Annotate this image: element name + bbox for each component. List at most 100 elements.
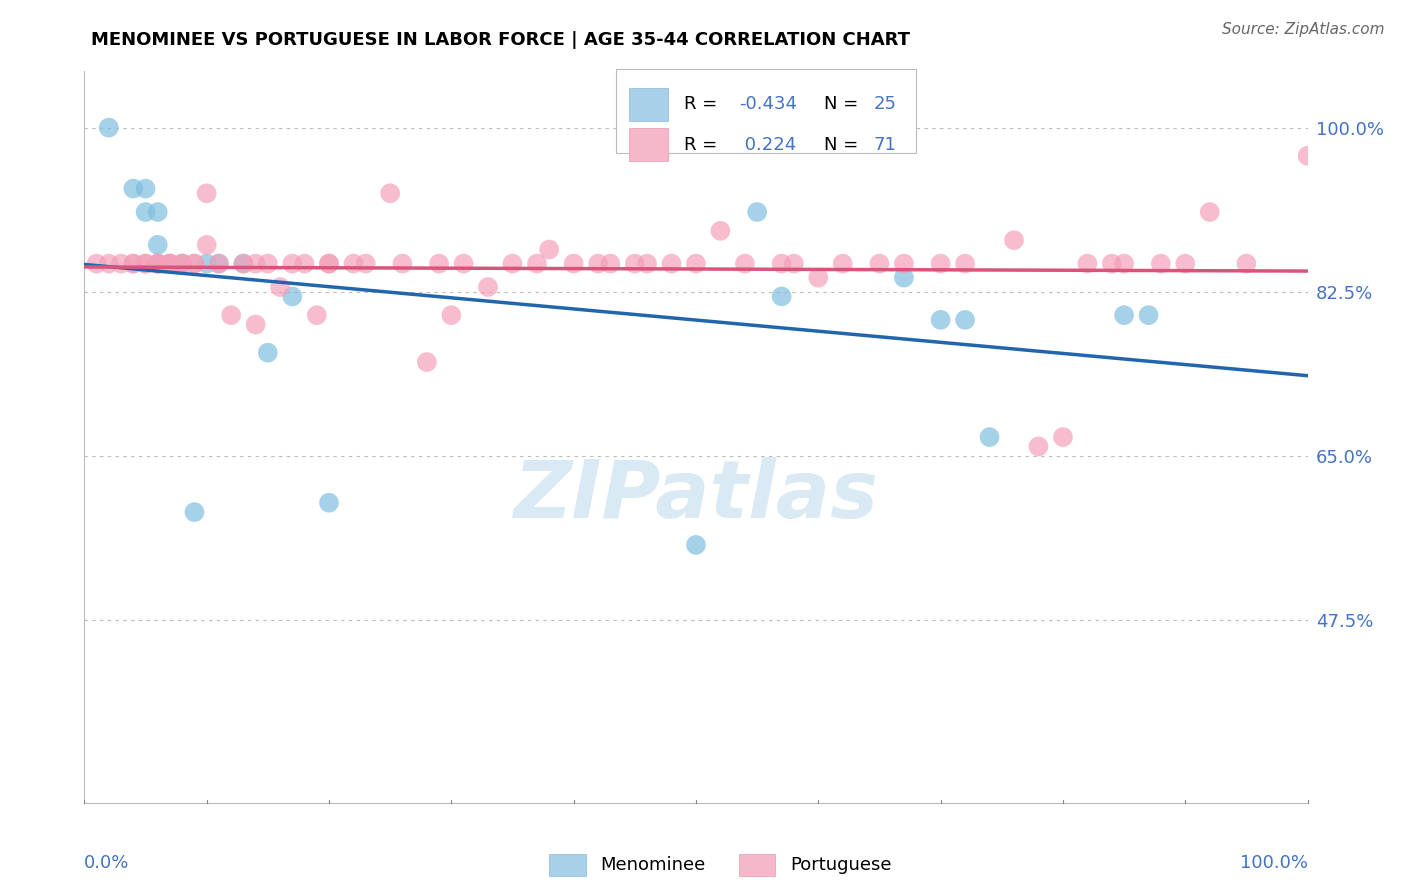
Point — [318, 257, 340, 271]
Point — [979, 430, 1001, 444]
Point — [624, 257, 647, 271]
Point — [219, 308, 242, 322]
Point — [734, 257, 756, 271]
Point — [146, 257, 169, 271]
Point — [342, 257, 364, 271]
Point — [86, 257, 108, 271]
Point — [929, 313, 952, 327]
FancyBboxPatch shape — [550, 854, 586, 876]
Point — [1296, 149, 1319, 163]
Text: MENOMINEE VS PORTUGUESE IN LABOR FORCE | AGE 35-44 CORRELATION CHART: MENOMINEE VS PORTUGUESE IN LABOR FORCE |… — [91, 31, 911, 49]
Point — [159, 257, 181, 271]
Point — [159, 257, 181, 271]
Point — [685, 257, 707, 271]
Text: Portuguese: Portuguese — [790, 856, 891, 874]
Point — [135, 257, 157, 271]
Point — [929, 257, 952, 271]
Point — [135, 205, 157, 219]
Point — [122, 257, 145, 271]
Point — [159, 257, 181, 271]
Point — [208, 257, 231, 271]
Point — [770, 289, 793, 303]
Point — [477, 280, 499, 294]
Point — [661, 257, 683, 271]
Point — [416, 355, 439, 369]
Point — [159, 257, 181, 271]
Point — [97, 120, 120, 135]
Text: Source: ZipAtlas.com: Source: ZipAtlas.com — [1222, 22, 1385, 37]
Point — [318, 496, 340, 510]
Point — [586, 257, 609, 271]
Point — [1114, 257, 1136, 271]
Point — [183, 257, 205, 271]
Point — [195, 186, 218, 201]
Point — [1002, 233, 1025, 247]
Point — [146, 257, 169, 271]
Point — [1028, 440, 1050, 454]
Point — [831, 257, 853, 271]
Point — [807, 270, 830, 285]
Point — [135, 181, 157, 195]
Point — [257, 345, 280, 359]
Point — [269, 280, 291, 294]
Text: -0.434: -0.434 — [738, 95, 797, 113]
Point — [245, 318, 267, 332]
Point — [305, 308, 328, 322]
Point — [1236, 257, 1258, 271]
Text: ZIPatlas: ZIPatlas — [513, 457, 879, 534]
Point — [172, 257, 194, 271]
Point — [538, 243, 561, 257]
Point — [135, 257, 157, 271]
FancyBboxPatch shape — [628, 87, 668, 120]
Point — [1150, 257, 1173, 271]
FancyBboxPatch shape — [628, 128, 668, 161]
Point — [1137, 308, 1160, 322]
Point — [1198, 205, 1220, 219]
Point — [208, 257, 231, 271]
Text: Menominee: Menominee — [600, 856, 706, 874]
Point — [380, 186, 402, 201]
Text: 25: 25 — [873, 95, 897, 113]
Point — [526, 257, 548, 271]
Point — [953, 257, 976, 271]
Point — [427, 257, 450, 271]
Point — [770, 257, 793, 271]
Point — [502, 257, 524, 271]
Point — [110, 257, 132, 271]
Point — [1174, 257, 1197, 271]
Point — [245, 257, 267, 271]
Point — [183, 257, 205, 271]
Point — [281, 289, 304, 303]
Point — [1076, 257, 1098, 271]
Point — [232, 257, 254, 271]
Text: N =: N = — [824, 136, 865, 153]
Point — [232, 257, 254, 271]
Point — [562, 257, 585, 271]
Text: 71: 71 — [873, 136, 896, 153]
Point — [146, 237, 169, 252]
Point — [354, 257, 377, 271]
Point — [709, 224, 731, 238]
Point — [257, 257, 280, 271]
Point — [440, 308, 463, 322]
Point — [195, 257, 218, 271]
Text: 0.224: 0.224 — [738, 136, 796, 153]
Point — [953, 313, 976, 327]
Point — [122, 181, 145, 195]
Point — [146, 205, 169, 219]
FancyBboxPatch shape — [616, 70, 917, 153]
Point — [172, 257, 194, 271]
Point — [146, 257, 169, 271]
Point — [636, 257, 658, 271]
Point — [146, 257, 169, 271]
Point — [869, 257, 891, 271]
Point — [1114, 308, 1136, 322]
Point — [893, 270, 915, 285]
Point — [893, 257, 915, 271]
Point — [453, 257, 475, 271]
Text: R =: R = — [683, 95, 723, 113]
Point — [122, 257, 145, 271]
FancyBboxPatch shape — [738, 854, 776, 876]
Point — [172, 257, 194, 271]
Point — [1101, 257, 1123, 271]
